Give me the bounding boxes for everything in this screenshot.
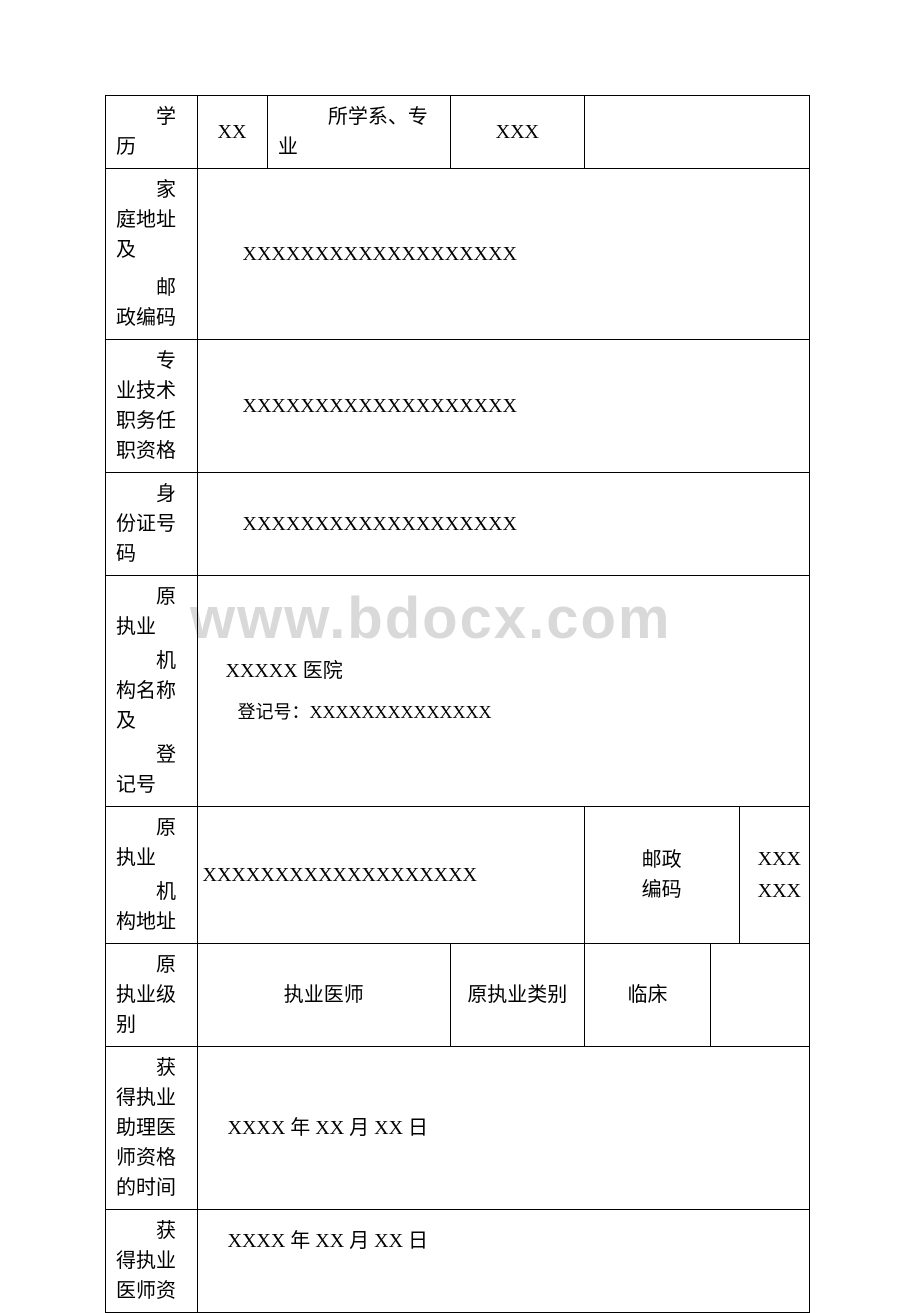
- prof-title-label: 专 业技术职务任职资格: [106, 340, 198, 473]
- practice-category-value: 临床: [584, 944, 711, 1047]
- practice-level-label: 原 执业级别: [106, 944, 198, 1047]
- table-row: 原 执业 机 构地址 XXXXXXXXXXXXXXXXXXX 邮政 编码 XXX…: [106, 807, 810, 944]
- prof-title-value: XXXXXXXXXXXXXXXXXXX: [197, 340, 809, 473]
- home-address-value: XXXXXXXXXXXXXXXXXXX: [197, 169, 809, 340]
- id-number-label: 身 份证号码: [106, 473, 198, 576]
- education-label: 学 历: [106, 96, 198, 169]
- table-row: 获 得执业助理医师资格的时间 XXXX 年 XX 月 XX 日: [106, 1047, 810, 1210]
- reg-number: XXXXXXXXXXXXXX: [310, 702, 492, 722]
- assistant-date-value: XXXX 年 XX 月 XX 日: [197, 1047, 809, 1210]
- table-row: 原 执业级别 执业医师 原执业类别 临床: [106, 944, 810, 1047]
- table-row: 原 执业 机 构名称及 登 记号 XXXXX 医院 登记号：XXXXXXXXXX…: [106, 576, 810, 807]
- major-label: 所学系、专 业: [267, 96, 450, 169]
- org-name-label: 原 执业 机 构名称及 登 记号: [106, 576, 198, 807]
- empty-cell: [711, 944, 810, 1047]
- doctor-date-label: 获 得执业医师资: [106, 1210, 198, 1313]
- doctor-date-value: XXXX 年 XX 月 XX 日: [197, 1210, 809, 1313]
- table-row: 家 庭地址及 邮 政编码 XXXXXXXXXXXXXXXXXXX: [106, 169, 810, 340]
- postal-code-label: 邮政 编码: [584, 807, 739, 944]
- table-row: 学 历 XX 所学系、专 业 XXX: [106, 96, 810, 169]
- org-address-value: XXXXXXXXXXXXXXXXXXX: [197, 807, 584, 944]
- education-value: XX: [197, 96, 267, 169]
- home-address-label: 家 庭地址及 邮 政编码: [106, 169, 198, 340]
- form-table: 学 历 XX 所学系、专 业 XXX 家 庭地址及 邮 政编码 XXXXXXXX…: [105, 95, 810, 1313]
- assistant-date-label: 获 得执业助理医师资格的时间: [106, 1047, 198, 1210]
- hospital-name: XXXXX 医院: [226, 649, 801, 693]
- practice-category-label: 原执业类别: [450, 944, 584, 1047]
- table-row: 获 得执业医师资 XXXX 年 XX 月 XX 日: [106, 1210, 810, 1313]
- org-name-value: XXXXX 医院 登记号：XXXXXXXXXXXXXX: [197, 576, 809, 807]
- table-row: 专 业技术职务任职资格 XXXXXXXXXXXXXXXXXXX: [106, 340, 810, 473]
- practice-level-value: 执业医师: [197, 944, 450, 1047]
- table-row: 身 份证号码 XXXXXXXXXXXXXXXXXXX: [106, 473, 810, 576]
- major-value: XXX: [450, 96, 584, 169]
- postal-code-value: XXXXXX: [739, 807, 809, 944]
- org-address-label: 原 执业 机 构地址: [106, 807, 198, 944]
- id-number-value: XXXXXXXXXXXXXXXXXXX: [197, 473, 809, 576]
- form-table-container: 学 历 XX 所学系、专 业 XXX 家 庭地址及 邮 政编码 XXXXXXXX…: [105, 95, 810, 1313]
- empty-cell: [584, 96, 809, 169]
- reg-prefix: 登记号：: [238, 702, 310, 722]
